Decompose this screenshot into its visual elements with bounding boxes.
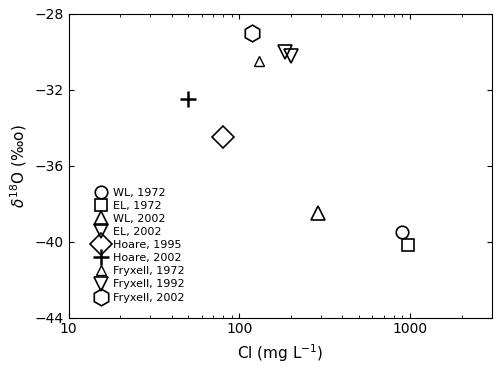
X-axis label: Cl (mg L$^{-1}$): Cl (mg L$^{-1}$) [237,342,324,364]
Y-axis label: $\delta^{18}$O (‰o): $\delta^{18}$O (‰o) [8,124,29,208]
Legend: WL, 1972, EL, 1972, WL, 2002, EL, 2002, Hoare, 1995, Hoare, 2002, Fryxell, 1972,: WL, 1972, EL, 1972, WL, 2002, EL, 2002, … [91,185,188,306]
